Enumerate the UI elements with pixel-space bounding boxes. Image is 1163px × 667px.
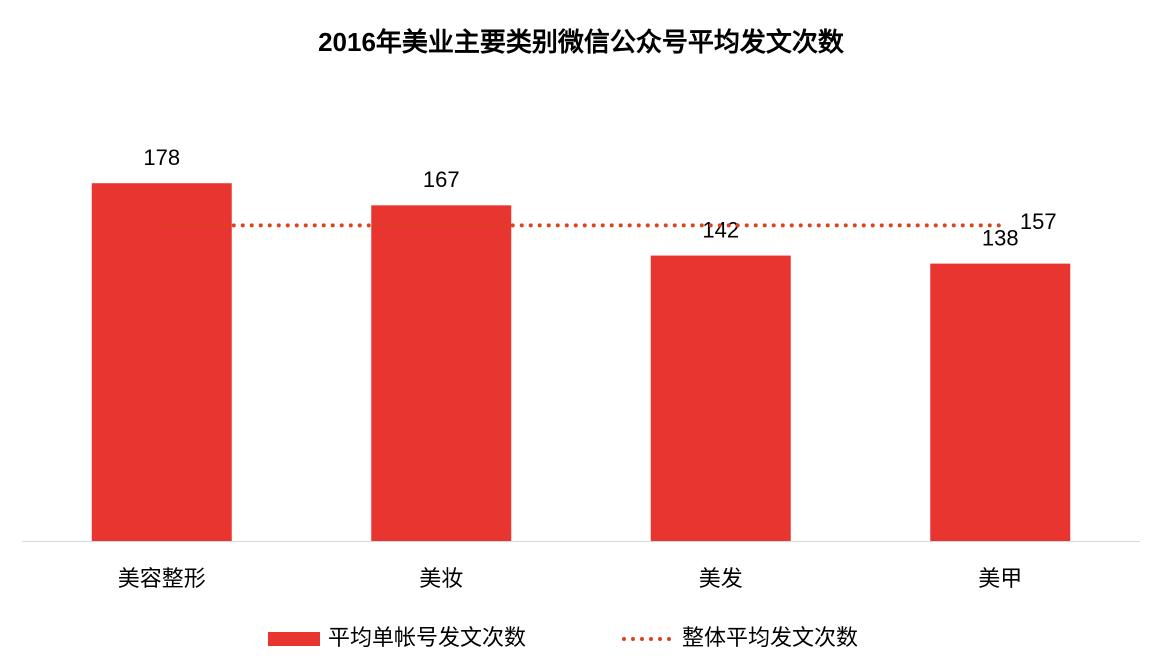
data-label: 178 xyxy=(143,145,180,170)
chart-title: 2016年美业主要类别微信公众号平均发文次数 xyxy=(318,27,845,57)
data-label: 138 xyxy=(982,225,1019,250)
data-label: 167 xyxy=(423,167,460,192)
x-tick-label: 美发 xyxy=(699,566,743,591)
legend-label: 整体平均发文次数 xyxy=(682,625,858,650)
bar xyxy=(371,205,512,541)
bar xyxy=(650,255,791,541)
data-label: 157 xyxy=(1020,209,1057,234)
legend-swatch xyxy=(268,632,320,646)
legend-label: 平均单帐号发文次数 xyxy=(328,625,526,650)
x-tick-label: 美容整形 xyxy=(118,566,206,591)
x-tick-label: 美妆 xyxy=(419,566,463,591)
data-label: 142 xyxy=(702,217,739,242)
bar xyxy=(930,263,1071,541)
bar xyxy=(91,183,232,541)
x-tick-label: 美甲 xyxy=(978,566,1022,591)
